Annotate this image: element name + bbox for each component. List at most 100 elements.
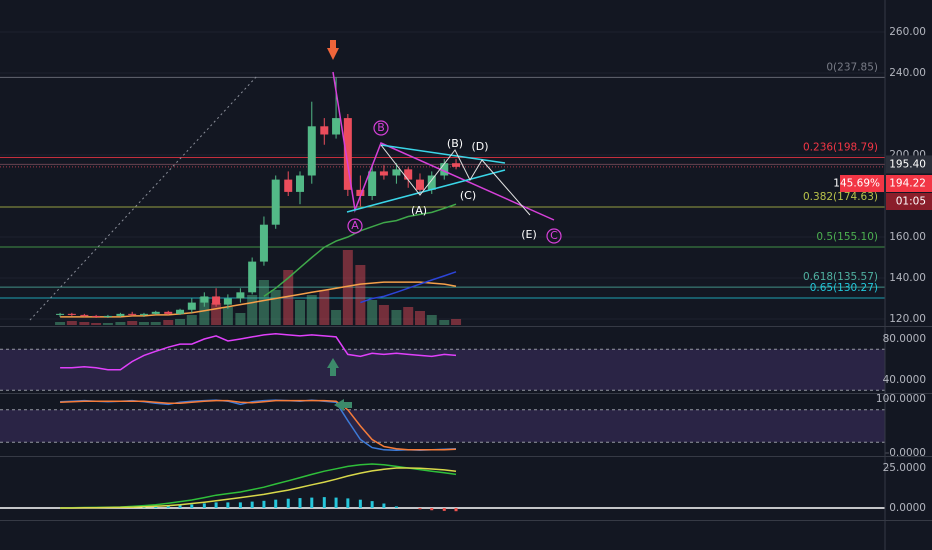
volume-bar [426,315,437,325]
volume-bar [163,320,174,325]
candle-body [440,163,449,176]
histogram-bar [358,499,362,508]
wave-label: A [351,219,359,232]
wave-circle [373,120,389,136]
y-tick-label: 100.0000 [876,393,926,405]
candle-body [296,175,305,192]
candle-body [187,302,196,310]
volume-bar [451,319,462,325]
candle-body [236,292,245,299]
volume-bar [403,307,414,325]
fib-label: 0.618(135.57) [803,271,878,283]
last-tag-bg [886,175,932,192]
candle-body [164,311,173,314]
volume-bar [283,270,294,325]
candle-body [56,313,65,315]
candle-body [248,261,257,293]
drawings: B A (B) (D) (A) (C) (E) C [29,40,562,411]
down-arrow [327,48,339,60]
wave-circle [347,218,363,234]
candle-body [223,298,232,305]
high-tag: 195.40 [889,158,926,170]
histogram-bar [382,503,386,508]
volume-bar [355,265,366,325]
histogram-bar [430,508,434,511]
candle-body [92,315,101,317]
histogram-bar [238,502,242,508]
volume-bar [295,300,306,325]
volume-bar [66,321,77,325]
histogram-bar [310,497,314,508]
candle-body [343,118,352,190]
volume-bar [127,321,138,325]
candle-body [139,313,148,315]
histogram-bar [214,502,218,508]
candle-body [332,118,341,135]
volume-bar [79,322,90,325]
volume-bar [102,323,113,325]
y-tick-label: 25.0000 [883,462,926,474]
triangle-lower [346,169,506,213]
wave-abcde [380,144,531,216]
histogram-bar [442,508,446,511]
candle-body [176,309,185,314]
volume-bar [331,310,342,325]
down-arrow-stem [330,40,336,49]
triangle-upper [380,144,506,164]
fib-label: 0.236(198.79) [803,141,878,153]
candle-body [404,169,413,180]
wave-label: C [550,229,558,242]
volume-bar [439,320,450,325]
fib-label: 0.5(155.10) [816,231,878,243]
indicator-line [60,281,457,318]
histogram-bar [370,501,374,508]
fib-label: 0(237.85) [826,61,878,73]
volume-bar [55,322,66,325]
y-tick-label: 80.0000 [883,333,926,345]
candle-body [307,126,316,176]
volume-bar [247,295,258,325]
volume-bar [91,323,102,325]
candle-body [392,169,401,176]
left-arrow [334,399,344,411]
wave-circle [546,228,562,244]
histogram-bar [154,506,158,508]
candle-body [128,313,137,315]
countdown: 01:05 [896,196,926,208]
histogram-bar [226,502,230,508]
volume-bar [367,300,378,325]
candle-body [259,224,268,262]
candle-body [320,126,329,135]
indicator-line [60,399,457,451]
histogram-bar [250,501,254,508]
volume-bar [319,290,330,325]
y-tick-label: 160.00 [889,231,926,243]
candle-body [212,296,221,305]
left-arrow-stem [344,402,352,408]
histogram-bar [394,506,398,508]
high-tag-bg [886,155,932,174]
histogram-bar [274,499,278,508]
volume-bar [175,319,186,325]
histogram-bar [418,508,422,510]
histogram-bar [262,500,266,508]
band-fill [0,349,885,391]
band-fill [0,409,885,443]
volume-bar [138,322,149,325]
candle-body [452,163,461,167]
y-tick-label: 140.00 [889,272,926,284]
histogram-bar [178,504,182,508]
volume-bar [211,303,222,325]
y-tick-label: 0.0000 [889,502,926,514]
histogram-bar [166,505,170,508]
candle-body [80,314,89,316]
histogram-bar [454,508,458,512]
countdown-bg [886,193,932,210]
candle-body [284,179,293,192]
histogram-bar [190,504,194,508]
y-tick-label: 0.0000 [889,447,926,459]
candle-body [415,179,424,190]
